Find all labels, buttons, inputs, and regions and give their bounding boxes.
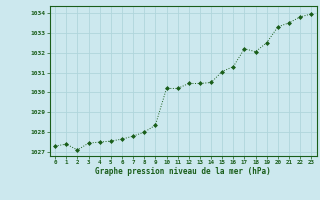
- X-axis label: Graphe pression niveau de la mer (hPa): Graphe pression niveau de la mer (hPa): [95, 167, 271, 176]
